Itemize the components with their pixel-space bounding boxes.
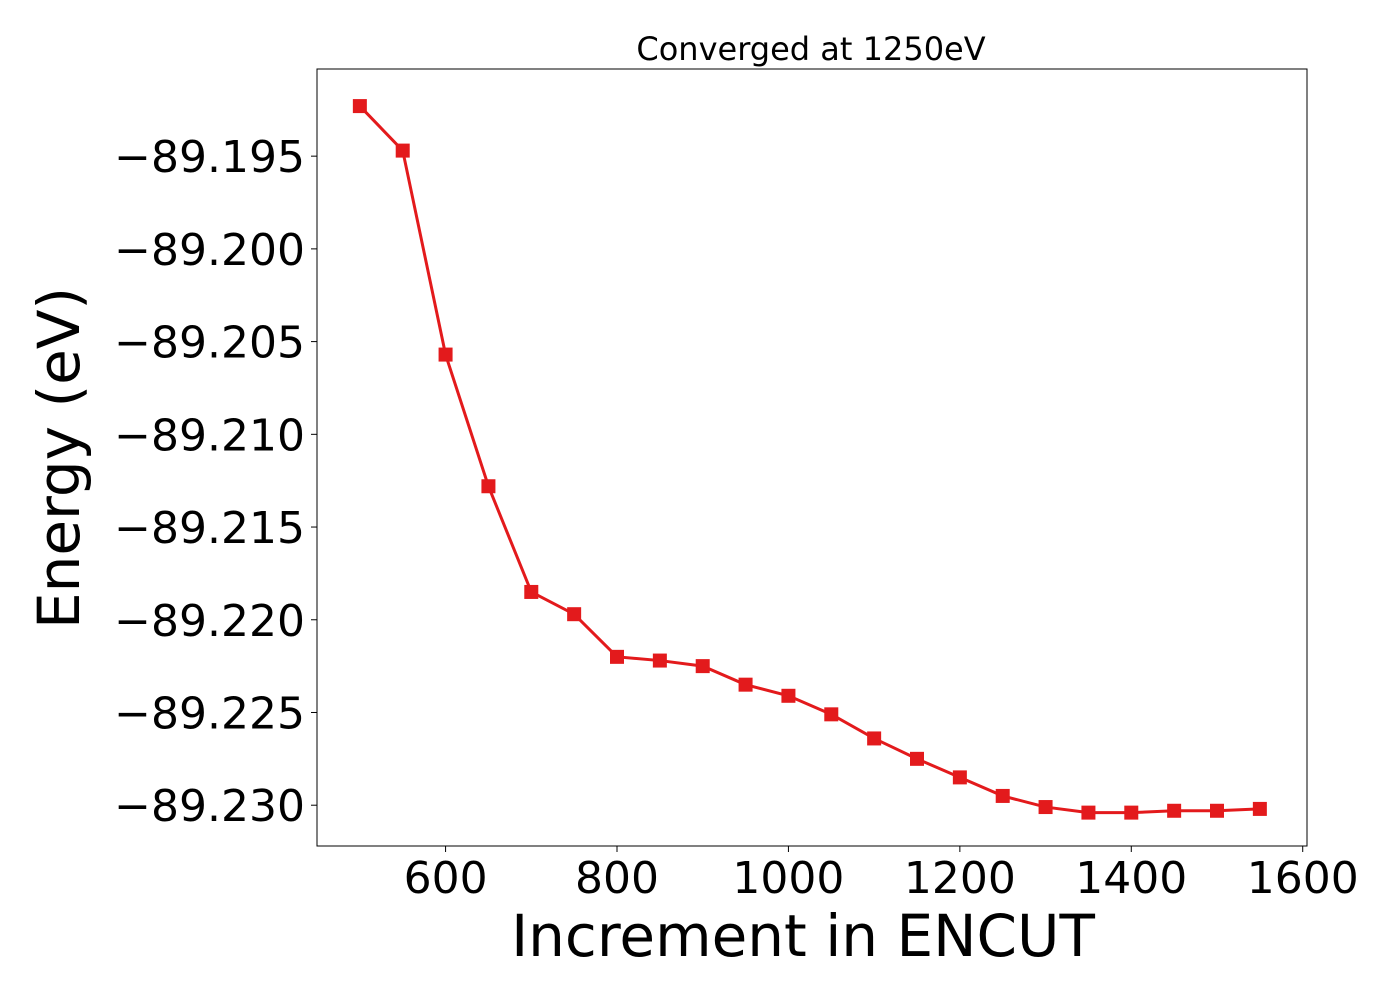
- y-axis: −89.195 −89.200 −89.205 −89.210 −89.215 −89.2…: [114, 132, 317, 832]
- x-tick-label: 1400: [1075, 853, 1187, 904]
- series-line: [358, 105, 1260, 815]
- chart-title: Converged at 1250eV: [636, 30, 985, 68]
- y-tick-label: −89.215: [114, 503, 305, 554]
- x-tick-label: 1000: [732, 853, 844, 904]
- data-point: [1210, 803, 1224, 818]
- data-point: [867, 731, 882, 746]
- y-tick-label: −89.225: [114, 688, 305, 739]
- data-point: [352, 99, 367, 114]
- y-tick-label: −89.205: [114, 318, 305, 369]
- plot-area: [316, 68, 1308, 847]
- data-point: [1038, 800, 1053, 815]
- data-point: [1124, 805, 1139, 820]
- y-tick-label: −89.210: [114, 410, 305, 461]
- data-point: [438, 347, 453, 362]
- data-point: [1081, 805, 1096, 820]
- y-tick-label: −89.220: [114, 596, 305, 647]
- data-point: [995, 788, 1010, 803]
- data-point: [1167, 803, 1182, 818]
- x-axis-label: Increment in ENCUT: [511, 902, 1095, 970]
- data-point: [738, 677, 753, 692]
- data-point: [524, 584, 539, 599]
- x-tick-label: 800: [575, 853, 659, 904]
- data-point: [695, 659, 710, 674]
- x-tick-label: 600: [404, 853, 488, 904]
- data-point: [1252, 801, 1267, 816]
- series-layer: [352, 99, 1267, 820]
- data-point: [781, 688, 796, 703]
- data-point: [610, 649, 624, 664]
- data-point: [824, 707, 839, 722]
- data-point: [910, 751, 924, 766]
- y-axis-label: Energy (eV): [25, 287, 93, 629]
- data-point: [395, 143, 410, 158]
- data-point: [481, 479, 496, 494]
- x-tick-label: 1600: [1247, 853, 1359, 904]
- y-tick-label: −89.230: [114, 781, 305, 832]
- data-point: [567, 607, 582, 622]
- x-tick-label: 1200: [904, 853, 1016, 904]
- y-tick-label: −89.195: [114, 132, 305, 183]
- data-point: [952, 770, 967, 785]
- y-tick-label: −89.200: [114, 225, 305, 276]
- x-axis: 600 800 1000 1200 1400 1600: [404, 846, 1359, 904]
- data-point: [652, 653, 667, 668]
